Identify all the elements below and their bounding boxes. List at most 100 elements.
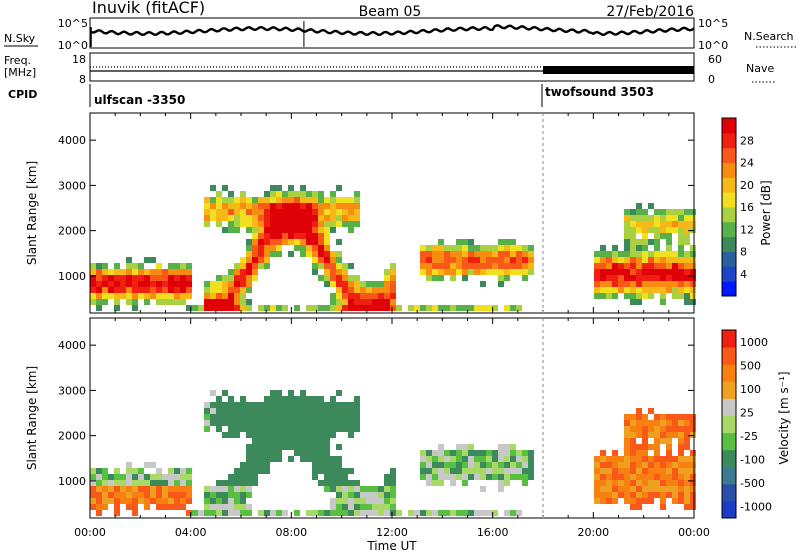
power-cell <box>120 269 126 275</box>
power-cell <box>690 281 696 287</box>
velocity-cell <box>600 492 606 498</box>
power-cell <box>276 209 282 215</box>
velocity-cell <box>240 396 246 402</box>
power-cell <box>240 281 246 287</box>
colorbar-swatch <box>722 398 736 416</box>
power-cell <box>300 245 306 251</box>
velocity-cell <box>282 402 288 408</box>
power-cell <box>222 287 228 293</box>
power-cell <box>342 293 348 299</box>
power-cell <box>666 215 672 221</box>
power-cell <box>330 293 336 299</box>
velocity-cell <box>630 420 636 426</box>
power-cell <box>138 281 144 287</box>
power-cell <box>660 293 666 299</box>
velocity-cell <box>660 468 666 474</box>
velocity-cell <box>282 408 288 414</box>
velocity-cell <box>504 456 510 462</box>
velocity-cell <box>654 480 660 486</box>
velocity-cell <box>684 504 690 510</box>
power-cell <box>642 239 648 245</box>
power-cell <box>342 305 348 311</box>
velocity-cell <box>612 456 618 462</box>
power-cell <box>648 215 654 221</box>
velocity-cell <box>234 504 240 510</box>
velocity-cell <box>660 462 666 468</box>
power-cell <box>504 305 510 311</box>
power-cell <box>228 209 234 215</box>
velocity-cell <box>642 420 648 426</box>
velocity-cell <box>318 462 324 468</box>
power-cell <box>150 287 156 293</box>
velocity-cell <box>372 486 378 492</box>
velocity-cell <box>690 474 696 480</box>
power-cell <box>282 305 288 311</box>
power-cell <box>522 263 528 269</box>
velocity-cell <box>306 426 312 432</box>
velocity-cell <box>114 480 120 486</box>
velocity-cell <box>372 510 378 516</box>
power-cell <box>636 245 642 251</box>
velocity-cell <box>234 408 240 414</box>
power-cell <box>222 203 228 209</box>
velocity-cell <box>318 414 324 420</box>
colorbar-tick-label: -1000 <box>740 500 772 513</box>
velocity-cell <box>324 408 330 414</box>
power-cell <box>660 233 666 239</box>
velocity-cell <box>270 396 276 402</box>
velocity-cell <box>384 510 390 516</box>
velocity-cell <box>654 432 660 438</box>
power-cell <box>336 263 342 269</box>
velocity-cell <box>324 480 330 486</box>
power-cell <box>408 305 414 311</box>
power-cell <box>216 191 222 197</box>
power-cell <box>312 221 318 227</box>
power-cell <box>330 263 336 269</box>
velocity-cell <box>450 480 456 486</box>
velocity-cell <box>432 462 438 468</box>
velocity-cell <box>336 390 342 396</box>
velocity-cell <box>234 420 240 426</box>
velocity-cell <box>96 468 102 474</box>
velocity-cell <box>684 492 690 498</box>
velocity-cell <box>390 486 396 492</box>
velocity-cell <box>636 426 642 432</box>
power-cell <box>258 251 264 257</box>
power-cell <box>138 263 144 269</box>
power-cell <box>276 245 282 251</box>
power-cell <box>456 263 462 269</box>
colorbar-tick-label: -25 <box>740 430 758 443</box>
power-cell <box>294 197 300 203</box>
velocity-cell <box>240 462 246 468</box>
power-cell <box>636 299 642 305</box>
power-cell <box>90 293 96 299</box>
power-cell <box>252 239 258 245</box>
power-cell <box>186 263 192 269</box>
power-cell <box>156 281 162 287</box>
power-cell <box>264 245 270 251</box>
velocity-cell <box>474 474 480 480</box>
power-cell <box>438 257 444 263</box>
velocity-cell <box>204 402 210 408</box>
velocity-cell <box>516 474 522 480</box>
velocity-cell <box>330 402 336 408</box>
velocity-cell <box>654 414 660 420</box>
power-cell <box>636 227 642 233</box>
velocity-cell <box>300 450 306 456</box>
colorbar-tick-label: 500 <box>740 359 761 372</box>
power-cell <box>426 257 432 263</box>
velocity-cell <box>684 444 690 450</box>
power-cell <box>234 293 240 299</box>
power-cell <box>678 245 684 251</box>
power-cell <box>522 251 528 257</box>
velocity-cell <box>102 492 108 498</box>
power-cell <box>510 245 516 251</box>
power-cell <box>132 299 138 305</box>
power-cell <box>504 239 510 245</box>
power-cell <box>270 239 276 245</box>
power-cell <box>642 233 648 239</box>
velocity-cell <box>354 480 360 486</box>
power-cell <box>438 245 444 251</box>
